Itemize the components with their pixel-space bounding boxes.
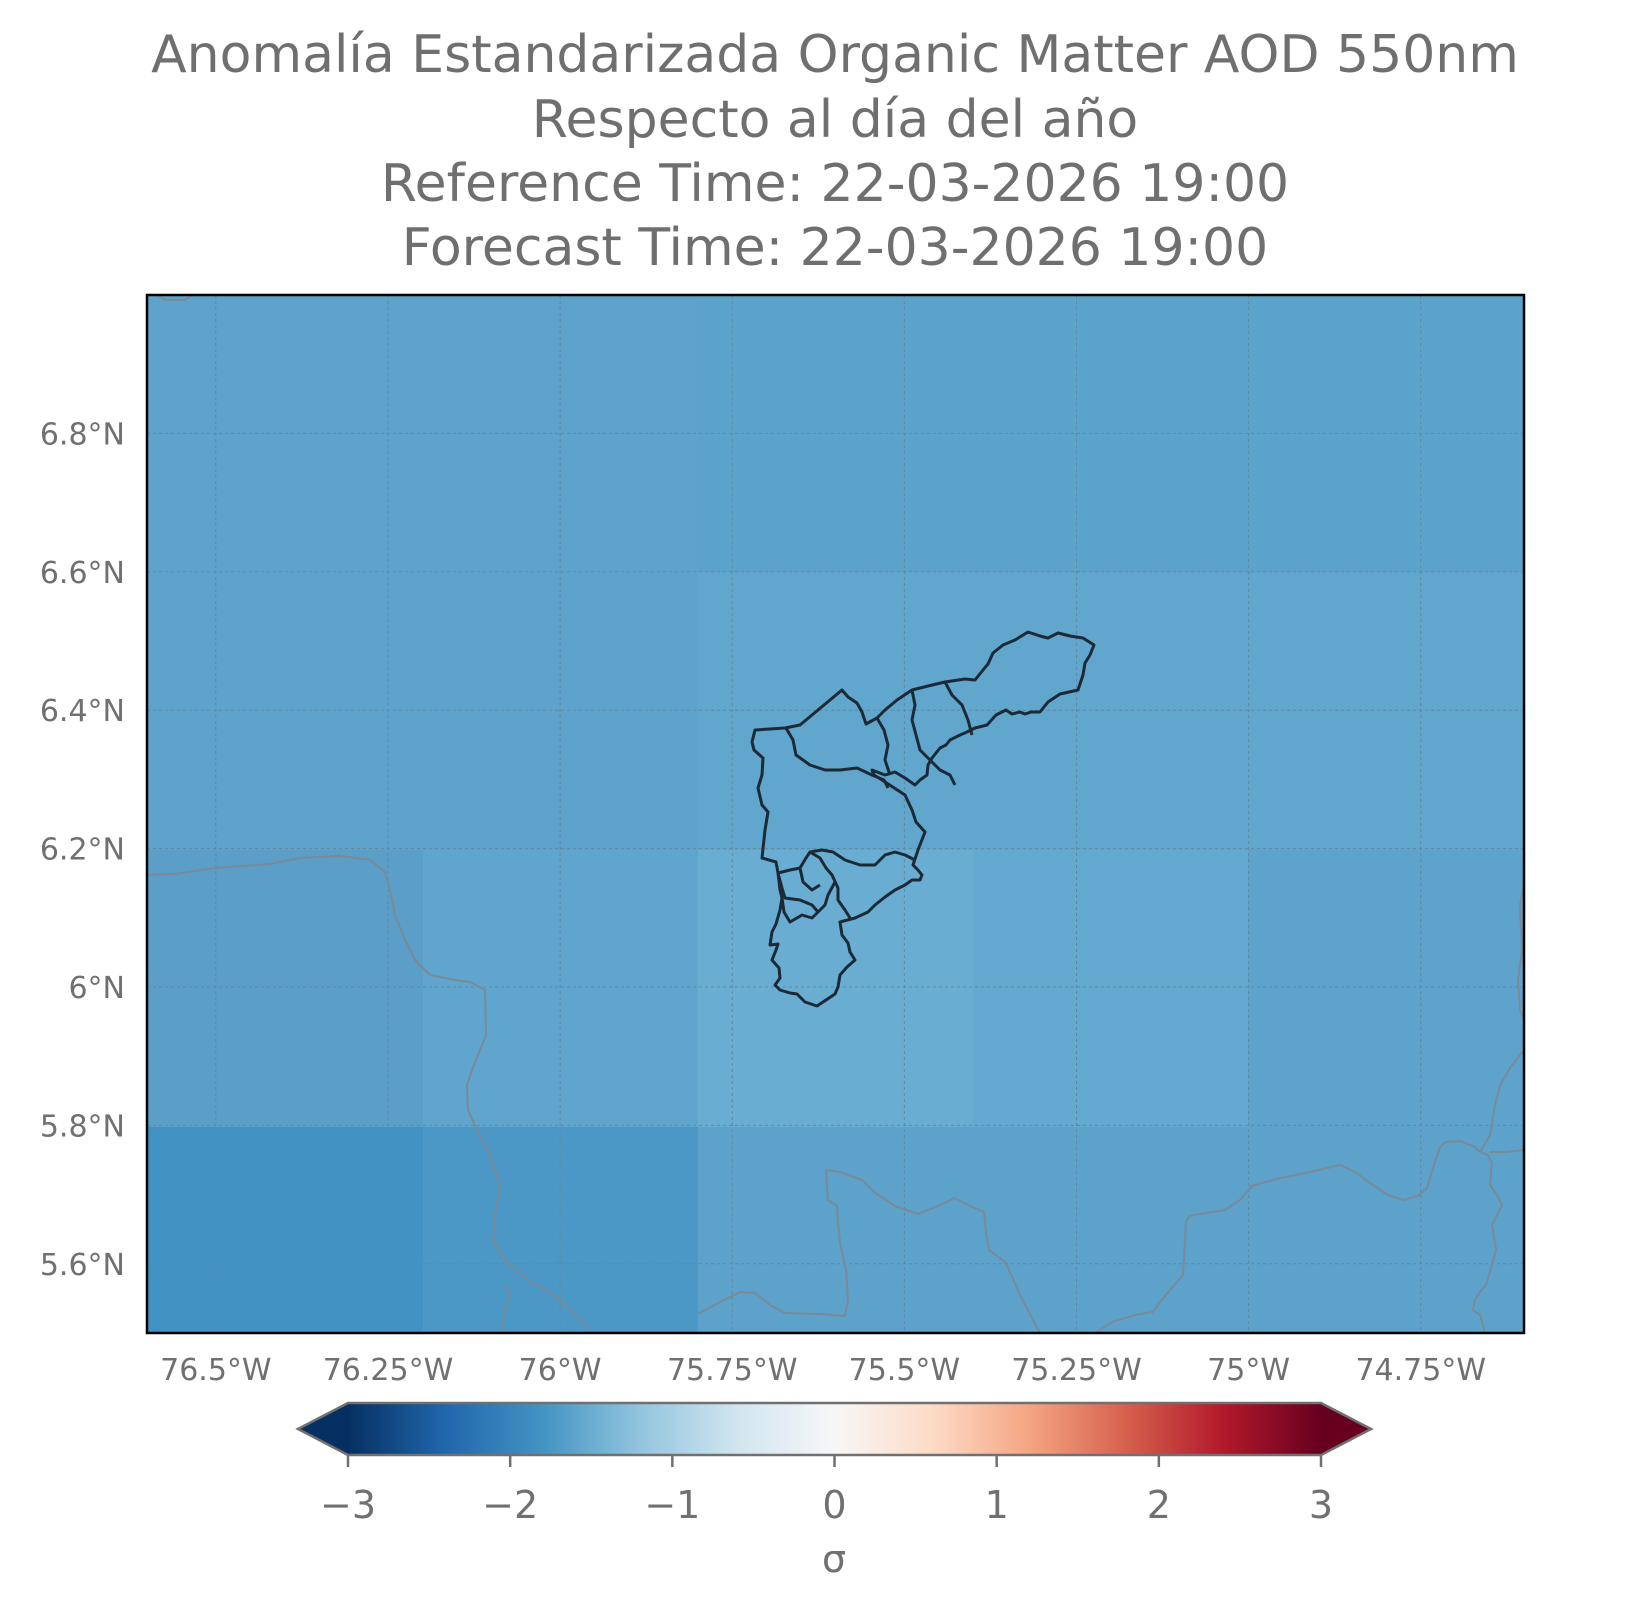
anomaly-field	[147, 295, 1524, 1333]
lat-tick-label: 6.6°N	[40, 556, 125, 591]
region-outline	[798, 867, 821, 892]
lat-tick-label: 5.8°N	[40, 1109, 125, 1144]
colorbar-tick-label: 3	[1309, 1483, 1333, 1527]
anomaly-cell	[698, 572, 1524, 850]
region-outline	[875, 717, 892, 776]
boundary-line	[1094, 1139, 1504, 1333]
lon-tick-label: 76.25°W	[323, 1353, 454, 1388]
colorbar-tick-label: 1	[985, 1483, 1009, 1527]
lon-tick-label: 74.75°W	[1355, 1353, 1486, 1388]
boundary-line	[1516, 884, 1524, 1021]
title-line-1: Anomalía Estandarizada Organic Matter AO…	[151, 25, 1519, 85]
lon-tick-label: 75.25°W	[1011, 1353, 1142, 1388]
lat-tick-label: 6.8°N	[40, 417, 125, 452]
colorbar-tick-label: 2	[1147, 1483, 1171, 1527]
region-outline	[784, 727, 890, 789]
colorbar: −3 −2 −1 0 1 2 3 σ	[295, 1401, 1374, 1581]
lat-tick-label: 6°N	[68, 971, 125, 1006]
boundary-line	[157, 295, 193, 301]
colorbar-extend-high	[1321, 1403, 1371, 1455]
boundary-line	[147, 854, 591, 1331]
colorbar-ticks: −3 −2 −1 0 1 2 3	[320, 1455, 1333, 1527]
boundary-line	[501, 1284, 512, 1333]
boundary-line	[1490, 1149, 1524, 1153]
lat-tick-label: 6.4°N	[40, 694, 125, 729]
municipal-boundaries	[750, 630, 1096, 1008]
anomaly-cell	[147, 850, 423, 1127]
anomaly-cell	[698, 295, 1524, 572]
anomaly-cell	[147, 1127, 423, 1333]
colorbar-extend-low	[298, 1403, 348, 1455]
longitude-labels: 76.5°W 76.25°W 76°W 75.75°W 75.5°W 75.25°W 75°…	[160, 1353, 1486, 1388]
colorbar-tick-label: 0	[822, 1483, 846, 1527]
title-line-2: Respecto al día del año	[531, 90, 1139, 150]
lon-tick-label: 76°W	[519, 1353, 602, 1388]
anomaly-cell	[147, 295, 698, 850]
colorbar-label: σ	[822, 1537, 846, 1581]
region-outline	[776, 872, 837, 914]
colorbar-tick-label: −3	[320, 1483, 376, 1527]
colorbar-tick-label: −1	[644, 1483, 700, 1527]
colorbar-gradient	[348, 1403, 1321, 1455]
title-line-3: Reference Time: 22-03-2026 19:00	[380, 154, 1290, 214]
anomaly-cell	[1248, 850, 1524, 1127]
region-outline	[780, 897, 820, 924]
region-outline	[750, 630, 1096, 1008]
region-outline	[910, 689, 957, 786]
region-outline	[943, 681, 974, 736]
anomaly-cell	[698, 1127, 1524, 1333]
region-outline	[777, 848, 916, 875]
lon-tick-label: 75.5°W	[849, 1353, 960, 1388]
background-boundaries	[147, 295, 1524, 1333]
lat-tick-label: 6.2°N	[40, 833, 125, 868]
latitude-labels: 6.8°N 6.6°N 6.4°N 6.2°N 6°N 5.8°N 5.6°N	[40, 417, 125, 1282]
anomaly-cell	[973, 850, 1248, 1127]
colorbar-tick-label: −2	[482, 1483, 538, 1527]
map-frame	[145, 293, 1526, 1335]
anomaly-cell	[698, 850, 973, 1127]
boundary-line	[1479, 1049, 1524, 1153]
boundary-line	[697, 1168, 1041, 1333]
title-line-4: Forecast Time: 22-03-2026 19:00	[401, 218, 1269, 278]
lon-tick-label: 76.5°W	[160, 1353, 271, 1388]
region-outline	[809, 850, 852, 919]
lat-tick-label: 5.6°N	[40, 1248, 125, 1283]
gridlines	[147, 295, 1524, 1333]
lon-tick-label: 75.75°W	[667, 1353, 798, 1388]
lon-tick-label: 75°W	[1207, 1353, 1290, 1388]
